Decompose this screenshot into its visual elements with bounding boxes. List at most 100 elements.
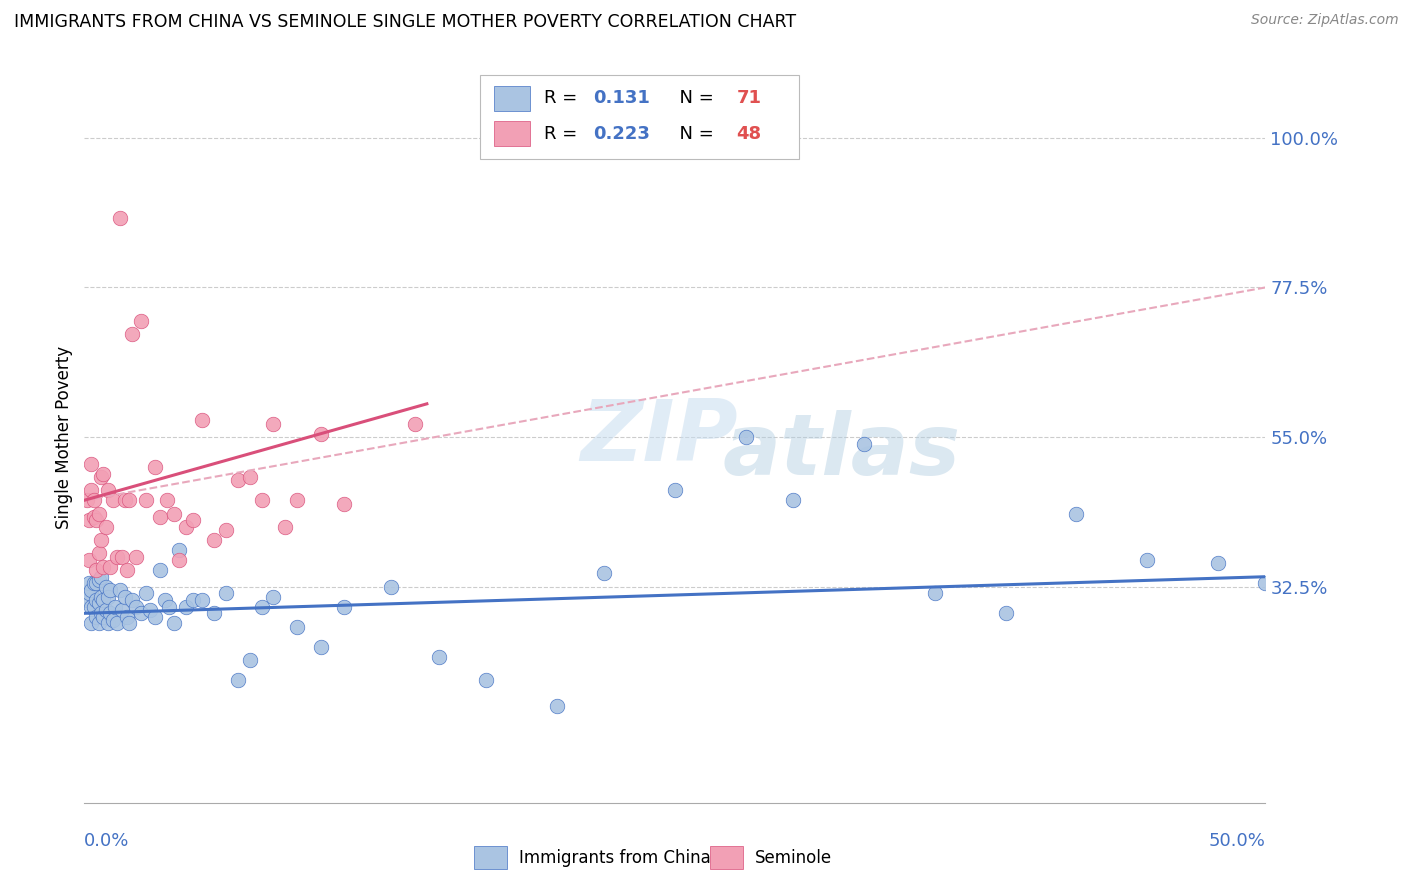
Point bbox=[91, 609, 114, 624]
Point bbox=[108, 211, 131, 225]
Point bbox=[101, 613, 124, 627]
Point bbox=[94, 603, 117, 617]
Point bbox=[181, 513, 204, 527]
Point bbox=[174, 520, 197, 534]
Point bbox=[121, 326, 143, 341]
Point bbox=[129, 314, 152, 328]
Point bbox=[91, 467, 114, 481]
Point bbox=[90, 470, 112, 484]
Point bbox=[1136, 553, 1159, 567]
Point bbox=[157, 599, 180, 614]
Point bbox=[84, 576, 107, 591]
Text: R =: R = bbox=[544, 89, 582, 107]
Point bbox=[475, 673, 498, 687]
Point bbox=[115, 609, 138, 624]
Point bbox=[924, 586, 946, 600]
Point bbox=[994, 607, 1017, 621]
Point bbox=[139, 603, 162, 617]
Point bbox=[782, 493, 804, 508]
Text: atlas: atlas bbox=[723, 410, 960, 493]
Point bbox=[83, 493, 105, 508]
Point bbox=[83, 599, 105, 614]
Text: 0.223: 0.223 bbox=[593, 125, 650, 143]
Point bbox=[107, 616, 129, 631]
Point bbox=[593, 566, 616, 581]
Point bbox=[156, 493, 179, 508]
Point bbox=[118, 493, 141, 508]
Point bbox=[202, 607, 225, 621]
Point bbox=[226, 473, 249, 487]
Text: Seminole: Seminole bbox=[755, 848, 832, 867]
Point bbox=[91, 559, 114, 574]
Point bbox=[91, 593, 114, 607]
Point bbox=[380, 580, 402, 594]
Point bbox=[84, 513, 107, 527]
Text: N =: N = bbox=[668, 125, 720, 143]
Point bbox=[98, 607, 121, 621]
Text: Immigrants from China: Immigrants from China bbox=[519, 848, 710, 867]
Point bbox=[125, 599, 148, 614]
Point bbox=[262, 417, 284, 431]
Text: 50.0%: 50.0% bbox=[1209, 832, 1265, 850]
Point bbox=[90, 590, 112, 604]
Text: ZIP: ZIP bbox=[581, 395, 738, 479]
Point bbox=[77, 513, 100, 527]
Point bbox=[87, 546, 110, 560]
Point bbox=[114, 493, 136, 508]
Point bbox=[129, 607, 152, 621]
Point bbox=[77, 576, 100, 591]
Point bbox=[84, 563, 107, 577]
Point bbox=[90, 533, 112, 548]
Point bbox=[87, 507, 110, 521]
Point bbox=[250, 599, 273, 614]
Point bbox=[250, 493, 273, 508]
Point bbox=[202, 533, 225, 548]
Point bbox=[77, 553, 100, 567]
Point bbox=[111, 549, 134, 564]
Point bbox=[333, 599, 356, 614]
Point bbox=[143, 609, 166, 624]
Point bbox=[76, 593, 98, 607]
Point bbox=[108, 582, 131, 597]
Point bbox=[181, 593, 204, 607]
Point bbox=[80, 483, 103, 498]
Text: 0.0%: 0.0% bbox=[84, 832, 129, 850]
Point bbox=[309, 426, 332, 441]
Bar bbox=[479, 75, 799, 159]
Point bbox=[309, 640, 332, 654]
Point bbox=[852, 436, 875, 450]
Point bbox=[149, 509, 172, 524]
Point bbox=[135, 493, 157, 508]
Point bbox=[80, 457, 103, 471]
Point bbox=[546, 699, 568, 714]
Bar bbox=[710, 846, 744, 870]
Point bbox=[143, 460, 166, 475]
Point bbox=[167, 553, 190, 567]
Point bbox=[94, 520, 117, 534]
Point bbox=[274, 520, 297, 534]
Point bbox=[90, 607, 112, 621]
Point bbox=[76, 493, 98, 508]
Text: N =: N = bbox=[668, 89, 720, 107]
Point bbox=[333, 497, 356, 511]
Point bbox=[163, 507, 186, 521]
Point bbox=[83, 576, 105, 591]
Point bbox=[239, 653, 262, 667]
Point bbox=[97, 616, 120, 631]
Point bbox=[77, 586, 100, 600]
Point bbox=[163, 616, 186, 631]
Point bbox=[80, 582, 103, 597]
Point bbox=[153, 593, 176, 607]
Point bbox=[107, 549, 129, 564]
Point bbox=[83, 509, 105, 524]
Point bbox=[90, 570, 112, 584]
Point bbox=[215, 523, 238, 537]
Point bbox=[285, 493, 308, 508]
Point bbox=[215, 586, 238, 600]
Point bbox=[84, 609, 107, 624]
Point bbox=[111, 603, 134, 617]
Point bbox=[87, 596, 110, 610]
Point bbox=[262, 590, 284, 604]
Bar bbox=[474, 846, 508, 870]
Point bbox=[115, 563, 138, 577]
